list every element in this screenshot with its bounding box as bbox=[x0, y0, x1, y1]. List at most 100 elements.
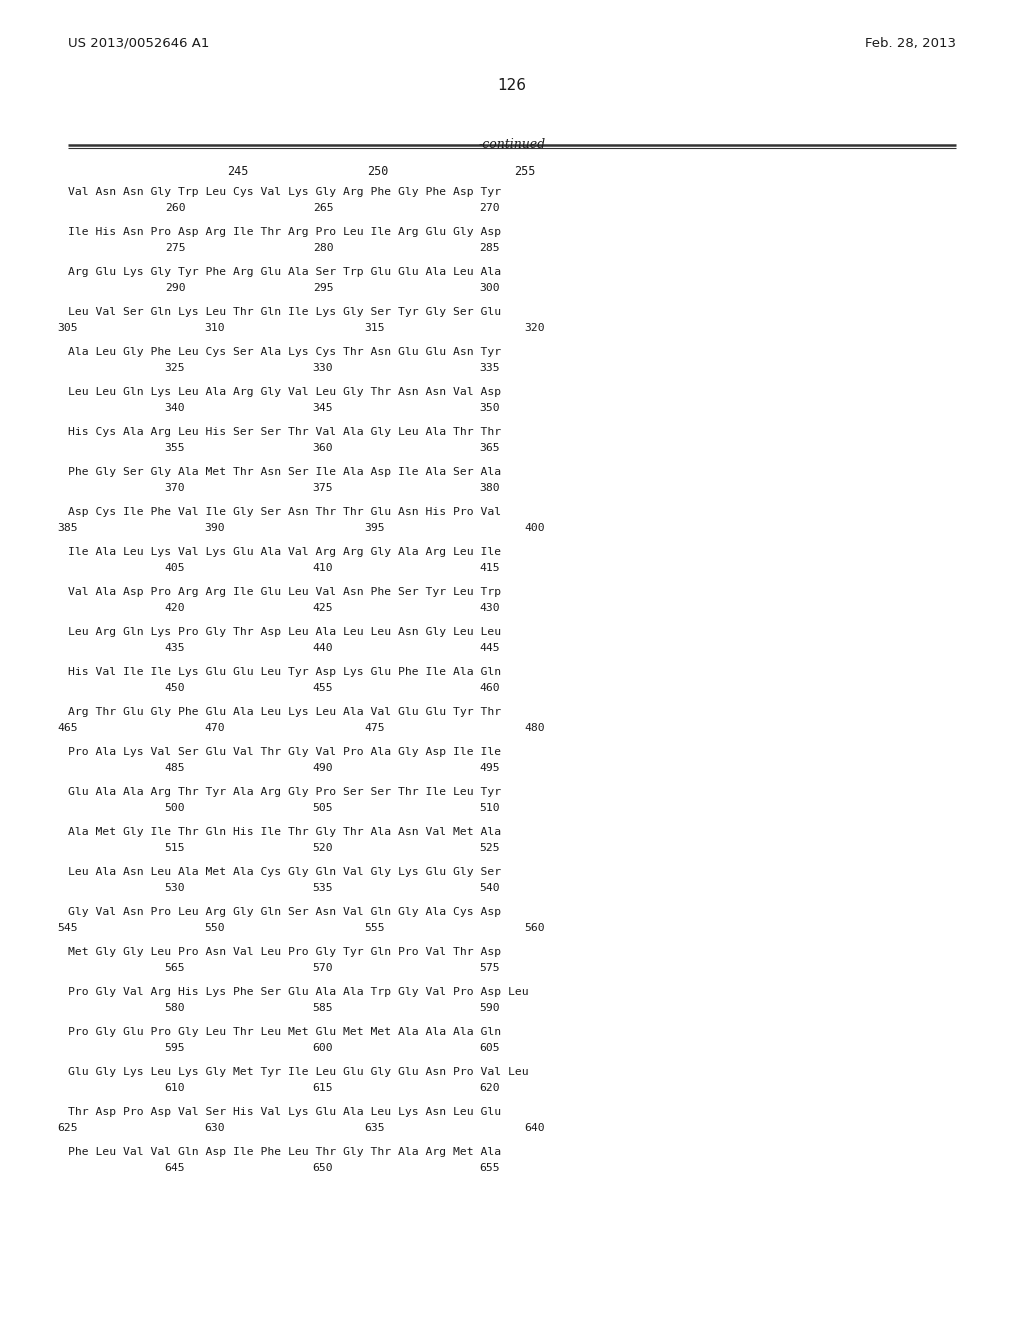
Text: His Val Ile Ile Lys Glu Glu Leu Tyr Asp Lys Glu Phe Ile Ala Gln: His Val Ile Ile Lys Glu Glu Leu Tyr Asp … bbox=[68, 667, 501, 677]
Text: 330: 330 bbox=[312, 363, 334, 374]
Text: 540: 540 bbox=[479, 883, 501, 894]
Text: 420: 420 bbox=[165, 603, 185, 612]
Text: 370: 370 bbox=[165, 483, 185, 492]
Text: 385: 385 bbox=[57, 523, 78, 533]
Text: 325: 325 bbox=[165, 363, 185, 374]
Text: 395: 395 bbox=[365, 523, 385, 533]
Text: 445: 445 bbox=[479, 643, 501, 653]
Text: 270: 270 bbox=[479, 203, 501, 213]
Text: 500: 500 bbox=[165, 803, 185, 813]
Text: 610: 610 bbox=[165, 1082, 185, 1093]
Text: 585: 585 bbox=[312, 1003, 334, 1012]
Text: 575: 575 bbox=[479, 964, 501, 973]
Text: Phe Gly Ser Gly Ala Met Thr Asn Ser Ile Ala Asp Ile Ala Ser Ala: Phe Gly Ser Gly Ala Met Thr Asn Ser Ile … bbox=[68, 467, 501, 477]
Text: His Cys Ala Arg Leu His Ser Ser Thr Val Ala Gly Leu Ala Thr Thr: His Cys Ala Arg Leu His Ser Ser Thr Val … bbox=[68, 426, 501, 437]
Text: 425: 425 bbox=[312, 603, 334, 612]
Text: 460: 460 bbox=[479, 682, 501, 693]
Text: 435: 435 bbox=[165, 643, 185, 653]
Text: 520: 520 bbox=[312, 843, 334, 853]
Text: 355: 355 bbox=[165, 444, 185, 453]
Text: Arg Thr Glu Gly Phe Glu Ala Leu Lys Leu Ala Val Glu Glu Tyr Thr: Arg Thr Glu Gly Phe Glu Ala Leu Lys Leu … bbox=[68, 708, 501, 717]
Text: Phe Leu Val Val Gln Asp Ile Phe Leu Thr Gly Thr Ala Arg Met Ala: Phe Leu Val Val Gln Asp Ile Phe Leu Thr … bbox=[68, 1147, 501, 1158]
Text: 350: 350 bbox=[479, 403, 501, 413]
Text: 620: 620 bbox=[479, 1082, 501, 1093]
Text: 410: 410 bbox=[312, 564, 334, 573]
Text: Gly Val Asn Pro Leu Arg Gly Gln Ser Asn Val Gln Gly Ala Cys Asp: Gly Val Asn Pro Leu Arg Gly Gln Ser Asn … bbox=[68, 907, 501, 917]
Text: 250: 250 bbox=[368, 165, 389, 178]
Text: 645: 645 bbox=[165, 1163, 185, 1173]
Text: 570: 570 bbox=[312, 964, 334, 973]
Text: 515: 515 bbox=[165, 843, 185, 853]
Text: 635: 635 bbox=[365, 1123, 385, 1133]
Text: 280: 280 bbox=[312, 243, 334, 253]
Text: 450: 450 bbox=[165, 682, 185, 693]
Text: 300: 300 bbox=[479, 282, 501, 293]
Text: US 2013/0052646 A1: US 2013/0052646 A1 bbox=[68, 37, 209, 50]
Text: 470: 470 bbox=[205, 723, 225, 733]
Text: Pro Ala Lys Val Ser Glu Val Thr Gly Val Pro Ala Gly Asp Ile Ile: Pro Ala Lys Val Ser Glu Val Thr Gly Val … bbox=[68, 747, 501, 756]
Text: Leu Leu Gln Lys Leu Ala Arg Gly Val Leu Gly Thr Asn Asn Val Asp: Leu Leu Gln Lys Leu Ala Arg Gly Val Leu … bbox=[68, 387, 501, 397]
Text: 550: 550 bbox=[205, 923, 225, 933]
Text: Feb. 28, 2013: Feb. 28, 2013 bbox=[865, 37, 956, 50]
Text: 345: 345 bbox=[312, 403, 334, 413]
Text: 475: 475 bbox=[365, 723, 385, 733]
Text: 430: 430 bbox=[479, 603, 501, 612]
Text: Met Gly Gly Leu Pro Asn Val Leu Pro Gly Tyr Gln Pro Val Thr Asp: Met Gly Gly Leu Pro Asn Val Leu Pro Gly … bbox=[68, 946, 501, 957]
Text: Ala Leu Gly Phe Leu Cys Ser Ala Lys Cys Thr Asn Glu Glu Asn Tyr: Ala Leu Gly Phe Leu Cys Ser Ala Lys Cys … bbox=[68, 347, 501, 356]
Text: 285: 285 bbox=[479, 243, 501, 253]
Text: 255: 255 bbox=[514, 165, 536, 178]
Text: -continued: -continued bbox=[478, 139, 546, 150]
Text: 530: 530 bbox=[165, 883, 185, 894]
Text: 640: 640 bbox=[524, 1123, 546, 1133]
Text: Pro Gly Val Arg His Lys Phe Ser Glu Ala Ala Trp Gly Val Pro Asp Leu: Pro Gly Val Arg His Lys Phe Ser Glu Ala … bbox=[68, 987, 528, 997]
Text: 440: 440 bbox=[312, 643, 334, 653]
Text: 535: 535 bbox=[312, 883, 334, 894]
Text: 580: 580 bbox=[165, 1003, 185, 1012]
Text: 375: 375 bbox=[312, 483, 334, 492]
Text: 510: 510 bbox=[479, 803, 501, 813]
Text: 365: 365 bbox=[479, 444, 501, 453]
Text: Glu Gly Lys Leu Lys Gly Met Tyr Ile Leu Glu Gly Glu Asn Pro Val Leu: Glu Gly Lys Leu Lys Gly Met Tyr Ile Leu … bbox=[68, 1067, 528, 1077]
Text: 650: 650 bbox=[312, 1163, 334, 1173]
Text: 340: 340 bbox=[165, 403, 185, 413]
Text: 495: 495 bbox=[479, 763, 501, 774]
Text: Pro Gly Glu Pro Gly Leu Thr Leu Met Glu Met Met Ala Ala Ala Gln: Pro Gly Glu Pro Gly Leu Thr Leu Met Glu … bbox=[68, 1027, 501, 1038]
Text: 600: 600 bbox=[312, 1043, 334, 1053]
Text: 245: 245 bbox=[227, 165, 249, 178]
Text: Leu Ala Asn Leu Ala Met Ala Cys Gly Gln Val Gly Lys Glu Gly Ser: Leu Ala Asn Leu Ala Met Ala Cys Gly Gln … bbox=[68, 867, 501, 876]
Text: 605: 605 bbox=[479, 1043, 501, 1053]
Text: 380: 380 bbox=[479, 483, 501, 492]
Text: 615: 615 bbox=[312, 1082, 334, 1093]
Text: 295: 295 bbox=[312, 282, 334, 293]
Text: 335: 335 bbox=[479, 363, 501, 374]
Text: 320: 320 bbox=[524, 323, 546, 333]
Text: Leu Arg Gln Lys Pro Gly Thr Asp Leu Ala Leu Leu Asn Gly Leu Leu: Leu Arg Gln Lys Pro Gly Thr Asp Leu Ala … bbox=[68, 627, 501, 638]
Text: 560: 560 bbox=[524, 923, 546, 933]
Text: Ile His Asn Pro Asp Arg Ile Thr Arg Pro Leu Ile Arg Glu Gly Asp: Ile His Asn Pro Asp Arg Ile Thr Arg Pro … bbox=[68, 227, 501, 238]
Text: 625: 625 bbox=[57, 1123, 78, 1133]
Text: 655: 655 bbox=[479, 1163, 501, 1173]
Text: 630: 630 bbox=[205, 1123, 225, 1133]
Text: Val Ala Asp Pro Arg Arg Ile Glu Leu Val Asn Phe Ser Tyr Leu Trp: Val Ala Asp Pro Arg Arg Ile Glu Leu Val … bbox=[68, 587, 501, 597]
Text: 275: 275 bbox=[165, 243, 185, 253]
Text: 126: 126 bbox=[498, 78, 526, 92]
Text: 545: 545 bbox=[57, 923, 78, 933]
Text: 390: 390 bbox=[205, 523, 225, 533]
Text: 505: 505 bbox=[312, 803, 334, 813]
Text: 400: 400 bbox=[524, 523, 546, 533]
Text: 525: 525 bbox=[479, 843, 501, 853]
Text: Val Asn Asn Gly Trp Leu Cys Val Lys Gly Arg Phe Gly Phe Asp Tyr: Val Asn Asn Gly Trp Leu Cys Val Lys Gly … bbox=[68, 187, 501, 197]
Text: 290: 290 bbox=[165, 282, 185, 293]
Text: 465: 465 bbox=[57, 723, 78, 733]
Text: 485: 485 bbox=[165, 763, 185, 774]
Text: Asp Cys Ile Phe Val Ile Gly Ser Asn Thr Thr Glu Asn His Pro Val: Asp Cys Ile Phe Val Ile Gly Ser Asn Thr … bbox=[68, 507, 501, 517]
Text: 310: 310 bbox=[205, 323, 225, 333]
Text: 415: 415 bbox=[479, 564, 501, 573]
Text: Glu Ala Ala Arg Thr Tyr Ala Arg Gly Pro Ser Ser Thr Ile Leu Tyr: Glu Ala Ala Arg Thr Tyr Ala Arg Gly Pro … bbox=[68, 787, 501, 797]
Text: 565: 565 bbox=[165, 964, 185, 973]
Text: 405: 405 bbox=[165, 564, 185, 573]
Text: Ile Ala Leu Lys Val Lys Glu Ala Val Arg Arg Gly Ala Arg Leu Ile: Ile Ala Leu Lys Val Lys Glu Ala Val Arg … bbox=[68, 546, 501, 557]
Text: Thr Asp Pro Asp Val Ser His Val Lys Glu Ala Leu Lys Asn Leu Glu: Thr Asp Pro Asp Val Ser His Val Lys Glu … bbox=[68, 1107, 501, 1117]
Text: 555: 555 bbox=[365, 923, 385, 933]
Text: 260: 260 bbox=[165, 203, 185, 213]
